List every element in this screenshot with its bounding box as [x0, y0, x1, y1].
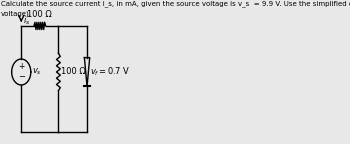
Text: $v_f = 0.7\ \mathrm{V}$: $v_f = 0.7\ \mathrm{V}$: [90, 66, 130, 78]
Text: Calculate the source current i_s, in mA, given the source voltage is v_s  = 9.9 : Calculate the source current i_s, in mA,…: [1, 1, 350, 7]
Text: +: +: [18, 62, 25, 71]
Text: voltage).: voltage).: [1, 11, 32, 17]
Text: −: −: [18, 72, 25, 81]
Text: $i_s$: $i_s$: [23, 15, 30, 27]
Text: $v_s$: $v_s$: [32, 67, 42, 77]
Text: 100 Ω: 100 Ω: [27, 10, 52, 19]
Text: 100 Ω: 100 Ω: [61, 68, 86, 76]
